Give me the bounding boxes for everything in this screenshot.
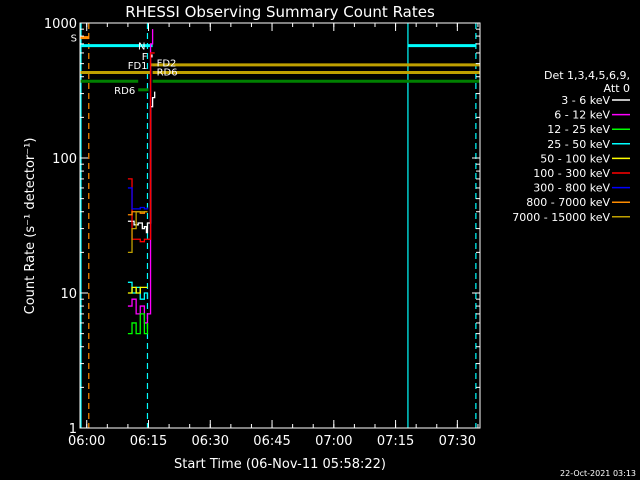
legend-label-2: 12 - 25 keV (547, 123, 610, 136)
flag-label-3: FD1 (128, 61, 148, 72)
x-tick-label-06:45: 06:45 (253, 434, 290, 449)
series-line-8 (127, 211, 148, 254)
legend: Det 1,3,4,5,6,9, Att 0 3 - 6 keV 6 - 12 k… (512, 69, 630, 224)
x-axis-label: Start Time (06-Nov-11 05:58:22) (174, 457, 386, 472)
flag-label-1: N (138, 42, 145, 53)
series-line-0 (127, 91, 156, 234)
legend-label-5: 100 - 300 keV (533, 167, 610, 180)
y-axis-label: Count Rate (s⁻¹ detector⁻¹) (23, 138, 38, 315)
legend-label-1: 6 - 12 keV (554, 109, 610, 122)
y-tick-label-100: 100 (52, 152, 77, 167)
footer-timestamp: 22-Oct-2021 03:13 (560, 469, 636, 478)
flag-label-5: RD6 (157, 67, 178, 78)
flag-label-6: RD6 (114, 86, 135, 97)
x-tick-label-07:00: 07:00 (315, 434, 352, 449)
legend-header-line-1: Det 1,3,4,5,6,9, (544, 69, 630, 82)
series-line-6 (127, 187, 149, 210)
y-tick-label-10: 10 (60, 287, 77, 302)
series-line-2 (127, 313, 149, 335)
chart-title: RHESSI Observing Summary Count Rates (125, 3, 435, 21)
x-tick-label-07:30: 07:30 (439, 434, 476, 449)
legend-label-3: 25 - 50 keV (547, 138, 610, 151)
x-tick-label-06:00: 06:00 (68, 434, 105, 449)
legend-label-6: 300 - 800 keV (533, 182, 610, 195)
y-tick-label-1000: 1000 (44, 17, 77, 32)
x-tick-label-06:15: 06:15 (130, 434, 167, 449)
plot-frame (79, 22, 481, 429)
legend-label-0: 3 - 6 keV (561, 94, 610, 107)
legend-label-8: 7000 - 15000 keV (512, 211, 610, 224)
flag-label-4: FD2 (157, 58, 177, 69)
legend-label-7: 800 - 7000 keV (526, 196, 610, 209)
series-line-4 (127, 286, 148, 294)
flag-label-2: F (142, 52, 148, 63)
series-line-3 (127, 281, 149, 300)
x-tick-label-06:30: 06:30 (192, 434, 229, 449)
legend-header-line-2: Att 0 (604, 82, 630, 95)
flag-label-0: S (71, 34, 77, 45)
y-tick-label-1: 1 (69, 422, 77, 437)
legend-label-4: 50 - 100 keV (540, 152, 610, 165)
x-tick-label-07:15: 07:15 (377, 434, 414, 449)
